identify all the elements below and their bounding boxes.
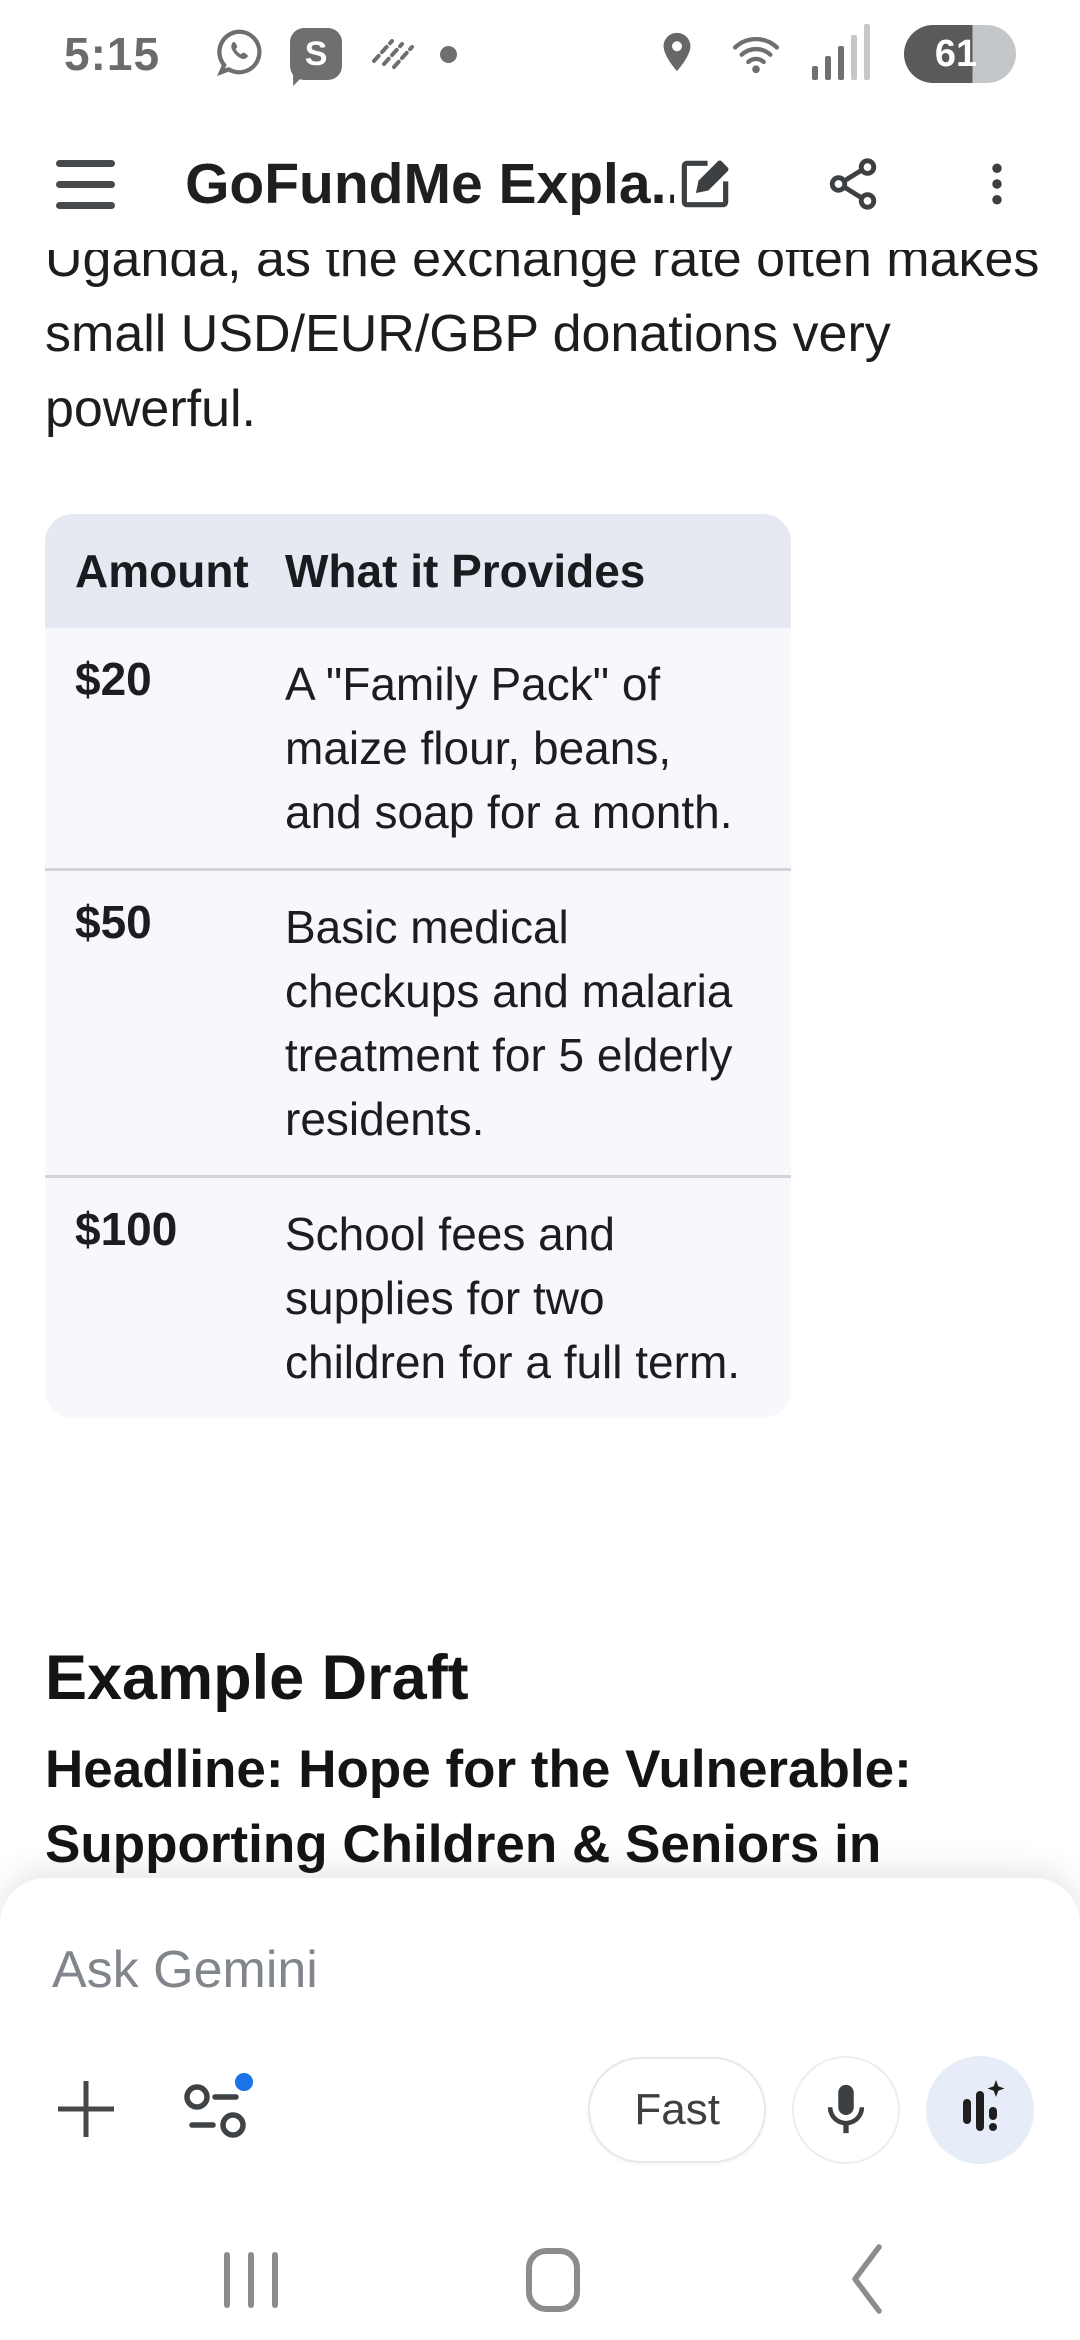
- system-nav-bar: [0, 2220, 1080, 2340]
- table-row: $20 A "Family Pack" of maize flour, bean…: [45, 628, 791, 868]
- tune-icon: [180, 2071, 256, 2150]
- amount-cell: $20: [75, 653, 152, 705]
- sms-badge-icon: S: [290, 28, 343, 80]
- whatsapp-icon: [212, 25, 266, 84]
- intro-paragraph: Uganda, as the exchange rate often makes…: [45, 250, 1040, 447]
- status-bar-left: 5:15 S: [64, 25, 458, 84]
- recents-icon: [215, 2252, 287, 2308]
- voice-waveform-sparkle-icon: [949, 2078, 1011, 2143]
- table-row: $50 Basic medical checkups and malaria t…: [45, 868, 791, 1175]
- document-content: Uganda, as the exchange rate often makes…: [0, 250, 1080, 1878]
- plus-icon: [50, 2073, 122, 2148]
- column-header-provides: What it Provides: [285, 545, 646, 597]
- headline-paragraph: Headline: Hope for the Vulnerable: Suppo…: [45, 1732, 1050, 1878]
- wifi-icon: [728, 27, 784, 82]
- recents-button[interactable]: [196, 2220, 306, 2340]
- clock: 5:15: [64, 28, 161, 80]
- more-options-icon[interactable]: [970, 157, 1024, 211]
- column-header-amount: Amount: [75, 545, 249, 597]
- amount-cell: $50: [75, 896, 152, 948]
- scribble-notification-icon: [366, 27, 416, 82]
- model-mode-button[interactable]: Fast: [588, 2057, 766, 2163]
- live-voice-button[interactable]: [926, 2056, 1034, 2164]
- battery-indicator: 61: [904, 25, 1016, 83]
- app-bar: GoFundMe Expla...: [0, 118, 1080, 250]
- intro-line: Uganda, as the exchange rate often makes: [45, 250, 1040, 288]
- signal-icon: [812, 23, 876, 85]
- section-heading: Example Draft: [45, 1643, 469, 1713]
- ask-gemini-input[interactable]: Ask Gemini: [52, 1941, 318, 1999]
- notification-dot-icon: [440, 45, 458, 63]
- headline-line: Supporting Children & Seniors in Uganda: [45, 1815, 882, 1874]
- mic-button[interactable]: [792, 2056, 900, 2164]
- edit-icon[interactable]: [674, 153, 736, 215]
- gemini-input-sheet: Ask Gemini Fast: [0, 1878, 1080, 2340]
- status-bar: 5:15 S: [0, 14, 1080, 94]
- gemini-actions-row: Fast: [50, 2054, 1034, 2166]
- menu-icon[interactable]: [56, 159, 116, 209]
- table-row: $100 School fees and supplies for two ch…: [45, 1175, 791, 1418]
- mic-icon: [817, 2080, 875, 2141]
- back-button[interactable]: [812, 2220, 922, 2340]
- share-icon[interactable]: [824, 155, 882, 213]
- intro-line: small USD/EUR/GBP donations very: [45, 305, 891, 363]
- provides-cell: A "Family Pack" of maize flour, beans, a…: [285, 658, 733, 838]
- app-bar-actions: [674, 153, 1024, 215]
- add-button[interactable]: [50, 2073, 122, 2148]
- page-title: GoFundMe Expla...: [185, 152, 674, 216]
- donation-table: Amount What it Provides $20 A "Family Pa…: [45, 514, 791, 1418]
- status-bar-right: 61: [654, 23, 1016, 85]
- amount-cell: $100: [75, 1203, 178, 1255]
- provides-cell: School fees and supplies for two childre…: [285, 1208, 741, 1388]
- home-icon: [526, 2248, 580, 2312]
- battery-percent: 61: [934, 32, 978, 75]
- table-header-row: Amount What it Provides: [45, 514, 791, 628]
- back-chevron-icon: [845, 2241, 889, 2320]
- headline-line: Headline: Hope for the Vulnerable:: [45, 1740, 912, 1799]
- tools-button[interactable]: [180, 2071, 256, 2150]
- location-icon: [654, 29, 700, 80]
- home-button[interactable]: [498, 2220, 608, 2340]
- intro-line: powerful.: [45, 380, 256, 438]
- provides-cell: Basic medical checkups and malaria treat…: [285, 901, 733, 1145]
